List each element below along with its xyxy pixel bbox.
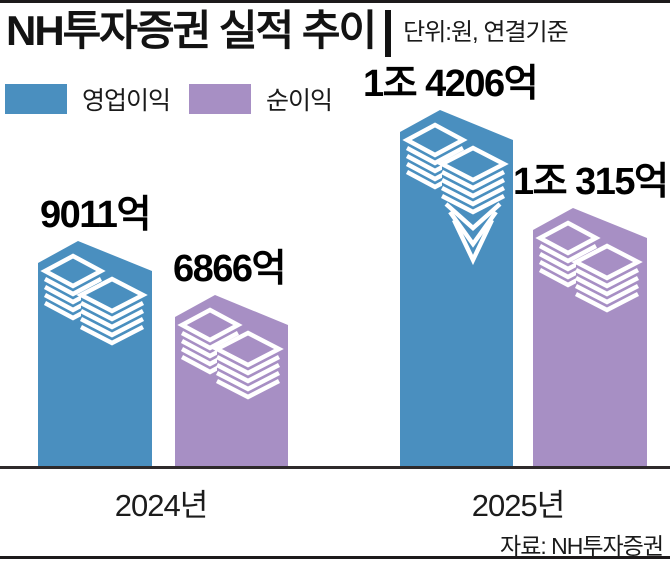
unit-note: 단위:원, 연결기준: [403, 19, 569, 46]
legend-label-net-profit: 순이익: [266, 87, 333, 115]
value-label-net-profit-2024: 6866억: [173, 248, 287, 290]
x-tick-2024: 2024년: [114, 488, 208, 523]
value-label-operating-profit-2024: 9011억: [40, 194, 151, 236]
top-rule: [0, 0, 670, 3]
x-axis: [0, 466, 670, 469]
bar-net-profit-2025: [533, 208, 647, 468]
legend-swatch-operating-profit: [5, 84, 67, 114]
bar-operating-profit-2024: [38, 241, 152, 468]
legend: 영업이익 순이익: [5, 81, 351, 117]
x-tick-2025: 2025년: [471, 488, 565, 523]
legend-swatch-net-profit: [189, 84, 252, 114]
bar-operating-profit-2025: [400, 110, 513, 468]
legend-label-operating-profit: 영업이익: [82, 87, 171, 115]
header: NH투자증권 실적 추이 단위:원, 연결기준: [6, 7, 569, 57]
source-note: 자료: NH투자증권: [500, 533, 664, 559]
value-label-net-profit-2025: 1조 315억: [513, 161, 669, 203]
title-divider: [385, 10, 392, 57]
bottom-rule: [0, 556, 670, 559]
value-label-operating-profit-2025: 1조 4206억: [363, 63, 539, 105]
bar-net-profit-2024: [175, 295, 288, 468]
page-title: NH투자증권 실적 추이: [6, 7, 377, 54]
